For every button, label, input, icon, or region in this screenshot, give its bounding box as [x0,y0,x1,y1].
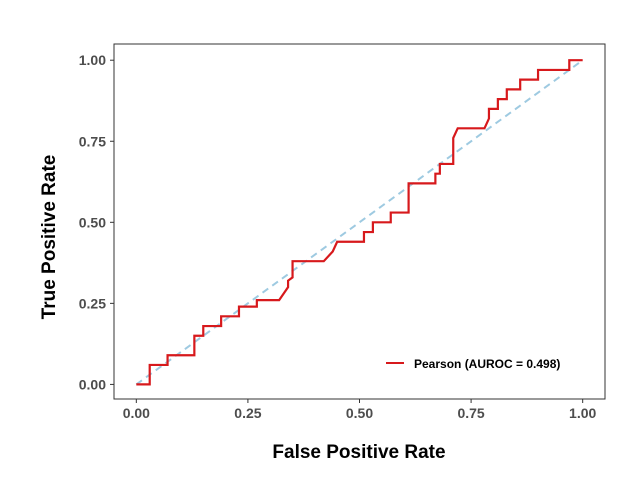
legend-label: Pearson (AUROC = 0.498) [414,357,560,371]
x-tick-label: 1.00 [569,405,596,421]
legend: Pearson (AUROC = 0.498) [386,357,560,371]
x-axis-ticks: 0.00 0.25 0.50 0.75 1.00 [123,399,597,421]
y-tick-label: 0.00 [79,376,106,392]
y-tick-label: 0.25 [79,295,106,311]
plot-panel-border [113,43,606,400]
y-tick-label: 1.00 [79,52,106,68]
x-axis-title: False Positive Rate [272,442,445,463]
series-layer [135,59,584,386]
y-tick-label: 0.75 [79,133,106,149]
y-tick-label: 0.50 [79,214,106,230]
roc-curve-line [136,59,583,386]
x-tick-label: 0.00 [123,405,150,421]
reference-diagonal-line [135,59,584,386]
y-axis-ticks: 0.00 0.25 0.50 0.75 1.00 [79,52,114,392]
y-axis-title: True Positive Rate [39,155,60,320]
x-tick-label: 0.25 [234,405,261,421]
x-tick-label: 0.75 [457,405,484,421]
x-tick-label: 0.50 [346,405,373,421]
